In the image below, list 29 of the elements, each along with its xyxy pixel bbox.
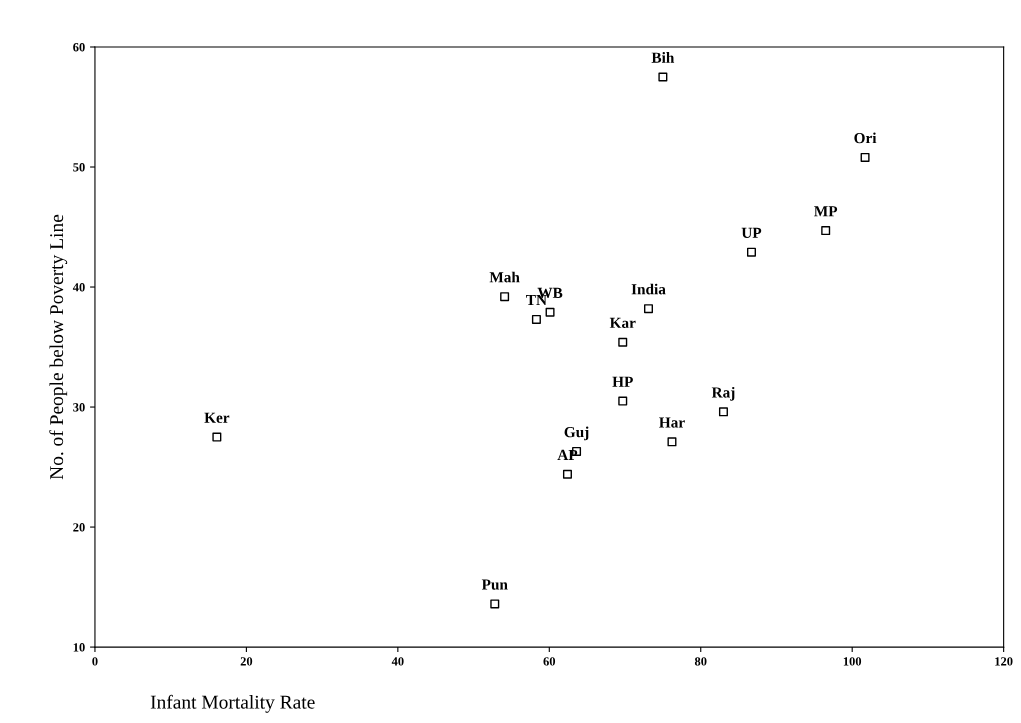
x-tick-label: 80 [694,657,707,666]
x-tick-label: 60 [543,657,556,666]
x-tick-label: 20 [240,657,253,666]
annotation: Raj [711,386,735,401]
x-tick-label: 100 [843,657,862,666]
annotation: Ker [204,412,230,423]
y-tick-label: 40 [72,283,85,292]
annotation: Bih [651,52,675,63]
y-tick-label: 10 [73,643,85,652]
annotation: Har [659,417,685,428]
x-tick-label: 0 [92,657,98,666]
annotation: Ori [854,132,877,144]
y-tick-label: 20 [73,523,85,532]
annotation: AP [557,449,578,460]
y-axis-title: No. of People below Poverty Line [49,214,68,480]
annotation: MP [814,206,838,217]
annotation: Mah [489,271,520,283]
x-axis-title: Infant Mortality Rate [150,694,315,713]
y-tick-label: 50 [73,163,85,172]
annotation: Guj [564,426,589,441]
y-tick-label: 60 [73,43,85,52]
annotation: India [631,283,666,295]
annotation: HP [612,376,633,387]
annotation: Pun [481,579,508,590]
annotation: UP [741,227,762,238]
y-tick-label: 30 [73,403,85,412]
annotation: Kar [609,317,636,329]
x-tick-label: 120 [995,657,1013,666]
x-tick-label: 40 [391,657,404,666]
